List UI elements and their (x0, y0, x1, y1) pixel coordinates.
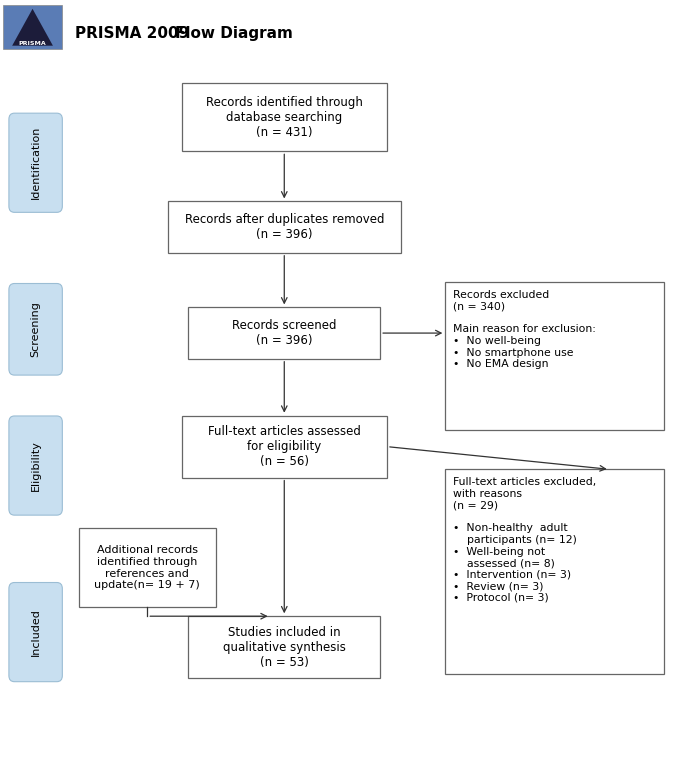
FancyBboxPatch shape (188, 616, 380, 678)
Text: Full-text articles excluded,
with reasons
(n = 29)

•  Non-healthy  adult
    pa: Full-text articles excluded, with reason… (453, 477, 597, 603)
FancyBboxPatch shape (9, 583, 62, 681)
Text: Records screened
(n = 396): Records screened (n = 396) (232, 319, 336, 347)
Text: Screening: Screening (31, 301, 40, 357)
Text: Records excluded
(n = 340)

Main reason for exclusion:
•  No well-being
•  No sm: Records excluded (n = 340) Main reason f… (453, 290, 597, 369)
FancyBboxPatch shape (168, 201, 401, 253)
FancyBboxPatch shape (182, 416, 387, 478)
Text: PRISMA 2009: PRISMA 2009 (75, 26, 190, 41)
FancyBboxPatch shape (182, 83, 387, 151)
Text: Records after duplicates removed
(n = 396): Records after duplicates removed (n = 39… (184, 213, 384, 241)
Text: PRISMA: PRISMA (18, 41, 47, 45)
Text: Additional records
identified through
references and
update(n= 19 + 7): Additional records identified through re… (95, 545, 200, 590)
FancyBboxPatch shape (3, 5, 62, 49)
FancyBboxPatch shape (9, 284, 62, 375)
Text: Eligibility: Eligibility (31, 440, 40, 491)
Text: Full-text articles assessed
for eligibility
(n = 56): Full-text articles assessed for eligibil… (208, 425, 361, 468)
Text: Identification: Identification (31, 126, 40, 199)
Text: Studies included in
qualitative synthesis
(n = 53): Studies included in qualitative synthesi… (223, 626, 346, 668)
FancyBboxPatch shape (9, 113, 62, 212)
Polygon shape (12, 9, 53, 45)
FancyBboxPatch shape (445, 282, 664, 430)
Text: Flow Diagram: Flow Diagram (175, 26, 292, 41)
FancyBboxPatch shape (445, 469, 664, 674)
FancyBboxPatch shape (79, 528, 216, 607)
FancyBboxPatch shape (188, 307, 380, 359)
Text: Included: Included (31, 608, 40, 656)
FancyBboxPatch shape (9, 416, 62, 515)
Text: Records identified through
database searching
(n = 431): Records identified through database sear… (206, 96, 363, 139)
